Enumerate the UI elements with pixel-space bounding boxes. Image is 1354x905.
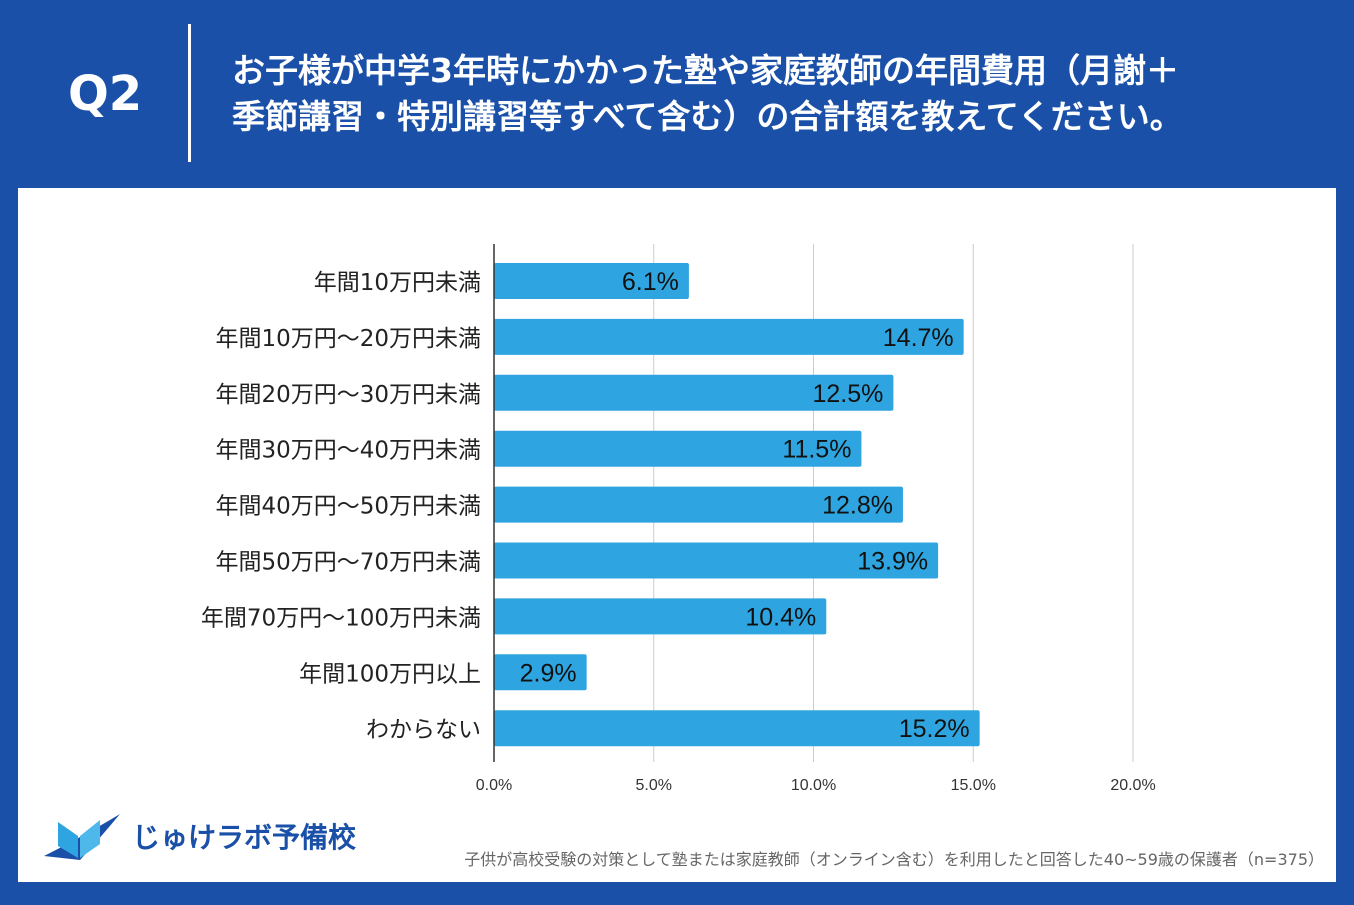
divider — [188, 24, 191, 162]
bar — [494, 486, 903, 523]
x-tick-label: 10.0% — [791, 777, 836, 794]
bar — [494, 263, 689, 299]
category-label: 年間30万円～40万円未満 — [215, 438, 481, 464]
bar — [494, 598, 827, 635]
x-tick-label: 20.0% — [1110, 777, 1155, 794]
data-label: 15.2% — [899, 715, 970, 743]
data-label: 12.8% — [822, 492, 893, 520]
question-title: お子様が中学3年時にかかった塾や家庭教師の年間費用（月謝＋ 季節講習・特別講習等… — [232, 48, 1332, 140]
category-label: 年間50万円～70万円未満 — [215, 550, 481, 576]
book-logo-icon — [44, 814, 120, 860]
bar — [494, 710, 980, 747]
data-label: 11.5% — [782, 436, 851, 464]
title-line-2: 季節講習・特別講習等すべて含む）の合計額を教えてください。 — [232, 97, 1183, 136]
bar — [494, 654, 587, 691]
category-label: 年間20万円～30万円未満 — [215, 382, 481, 408]
bar — [494, 542, 939, 579]
data-label: 14.7% — [883, 324, 954, 352]
x-tick-label: 5.0% — [636, 777, 672, 794]
title-line-1: お子様が中学3年時にかかった塾や家庭教師の年間費用（月謝＋ — [232, 51, 1179, 90]
x-tick-label: 15.0% — [951, 777, 996, 794]
category-label: わからない — [366, 717, 481, 743]
category-label: 年間100万円以上 — [299, 661, 481, 687]
data-label: 13.9% — [857, 548, 928, 576]
logo-text: じゅけラボ予備校 — [132, 821, 357, 854]
data-label: 2.9% — [520, 659, 577, 687]
x-tick-label: 0.0% — [476, 777, 512, 794]
data-label: 6.1% — [622, 268, 679, 296]
bar — [494, 318, 964, 355]
category-label: 年間10万円～20万円未満 — [215, 326, 481, 352]
data-label: 12.5% — [812, 380, 883, 408]
logo: じゅけラボ予備校 — [40, 808, 356, 864]
bar — [494, 430, 862, 467]
bar — [494, 374, 894, 411]
chart-panel — [18, 188, 1336, 882]
category-label: 年間40万円～50万円未満 — [215, 494, 481, 520]
data-label: 10.4% — [745, 603, 816, 631]
sample-note: 子供が高校受験の対策として塾または家庭教師（オンライン含む）を利用したと回答した… — [464, 850, 1324, 869]
category-label: 年間10万円未満 — [314, 270, 481, 296]
question-number: Q2 — [68, 66, 143, 122]
category-label: 年間70万円～100万円未満 — [201, 605, 481, 631]
